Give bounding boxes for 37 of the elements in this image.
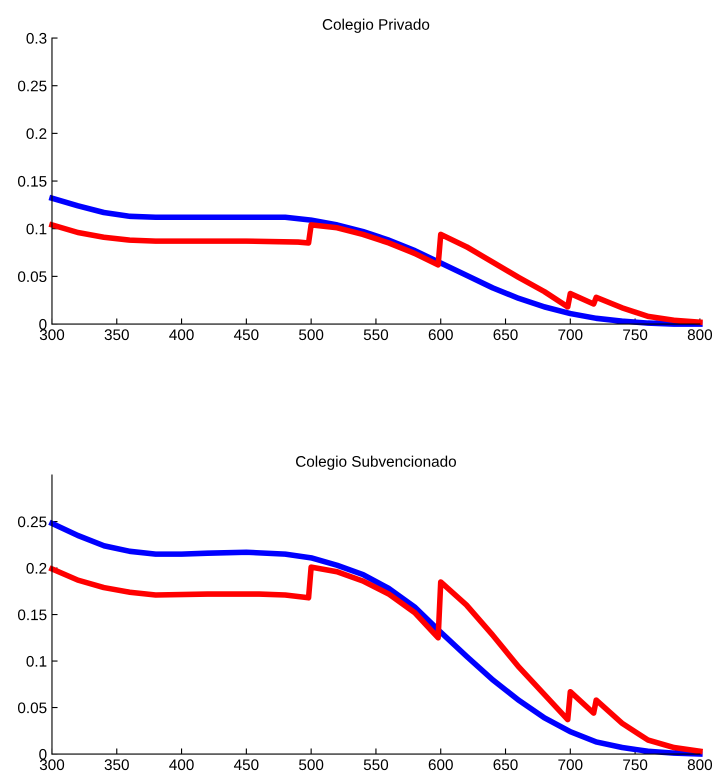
chart-title: Colegio Subvencionado xyxy=(296,456,456,470)
y-tick-label: 0.2 xyxy=(26,562,46,574)
x-tick-label: 350 xyxy=(104,329,129,340)
x-tick-label: 400 xyxy=(169,759,194,770)
y-tick-label: 0.05 xyxy=(18,702,46,714)
x-tick-label: 750 xyxy=(623,759,648,770)
x-tick-label: 450 xyxy=(234,759,258,770)
x-tick-label: 300 xyxy=(40,759,64,770)
y-tick-label: 0.3 xyxy=(26,32,46,44)
y-tick-label: 0.15 xyxy=(18,176,46,187)
y-tick-label: 0.1 xyxy=(26,224,46,234)
y-tick-label: 0 xyxy=(39,748,47,760)
x-tick-label: 450 xyxy=(234,329,258,340)
y-tick-label: 0.15 xyxy=(18,609,46,620)
x-tick-label: 550 xyxy=(364,329,388,340)
x-tick-label: 700 xyxy=(558,329,582,340)
y-tick-label: 0.1 xyxy=(26,656,46,667)
x-tick-label: 800 xyxy=(688,759,712,770)
y-tick-label: 0.25 xyxy=(18,80,46,92)
x-tick-label: 550 xyxy=(364,759,388,770)
x-tick-label: 600 xyxy=(428,329,453,340)
x-tick-label: 650 xyxy=(494,759,518,770)
x-tick-label: 700 xyxy=(558,759,582,770)
x-tick-label: 500 xyxy=(299,759,324,770)
x-tick-label: 350 xyxy=(104,759,129,770)
x-tick-label: 650 xyxy=(494,329,518,340)
x-tick-label: 800 xyxy=(688,329,712,340)
x-tick-label: 750 xyxy=(623,329,648,340)
y-tick-label: 0.25 xyxy=(18,516,46,528)
y-tick-label: 0.05 xyxy=(18,271,46,282)
x-tick-label: 300 xyxy=(40,329,64,340)
x-tick-label: 500 xyxy=(299,329,324,340)
chart-title: Colegio Privado xyxy=(322,18,430,33)
x-tick-label: 600 xyxy=(428,759,453,770)
y-tick-label: 0 xyxy=(39,318,47,330)
y-tick-label: 0.2 xyxy=(26,128,46,140)
x-tick-label: 400 xyxy=(169,329,194,340)
